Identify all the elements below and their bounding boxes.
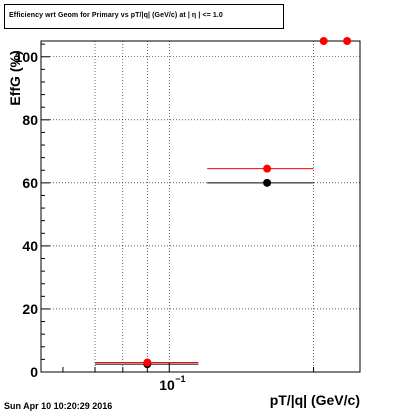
chart-title: Efficiency wrt Geom for Primary vs pT/|q… [9, 12, 223, 19]
y-tick-label: 0 [30, 364, 38, 380]
y-tick-label: 40 [22, 238, 38, 254]
y-tick-label: 20 [22, 301, 38, 317]
x-tick-label: 10 [159, 377, 175, 393]
data-point [263, 164, 272, 173]
plot-frame [40, 40, 361, 373]
x-axis-label: pT/|q| (GeV/c) [269, 392, 360, 408]
data-point [343, 37, 352, 45]
y-tick-label: 80 [22, 112, 38, 128]
x-tick-exponent: −1 [175, 374, 185, 384]
y-tick-label: 100 [15, 49, 39, 65]
data-marks [95, 37, 352, 369]
axis-ticks [41, 43, 315, 373]
axis-tick-labels: 0 20 40 60 80 100 10 −1 [15, 49, 186, 393]
chart-title-box: Efficiency wrt Geom for Primary vs pT/|q… [4, 4, 284, 29]
data-point [263, 178, 272, 187]
footer-timestamp: Sun Apr 10 10:20:29 2016 [4, 401, 113, 411]
grid-lines [41, 41, 360, 373]
y-axis-label: EffG (%) [7, 50, 23, 106]
y-tick-label: 60 [22, 175, 38, 191]
data-point [143, 358, 152, 367]
data-point [319, 37, 328, 45]
